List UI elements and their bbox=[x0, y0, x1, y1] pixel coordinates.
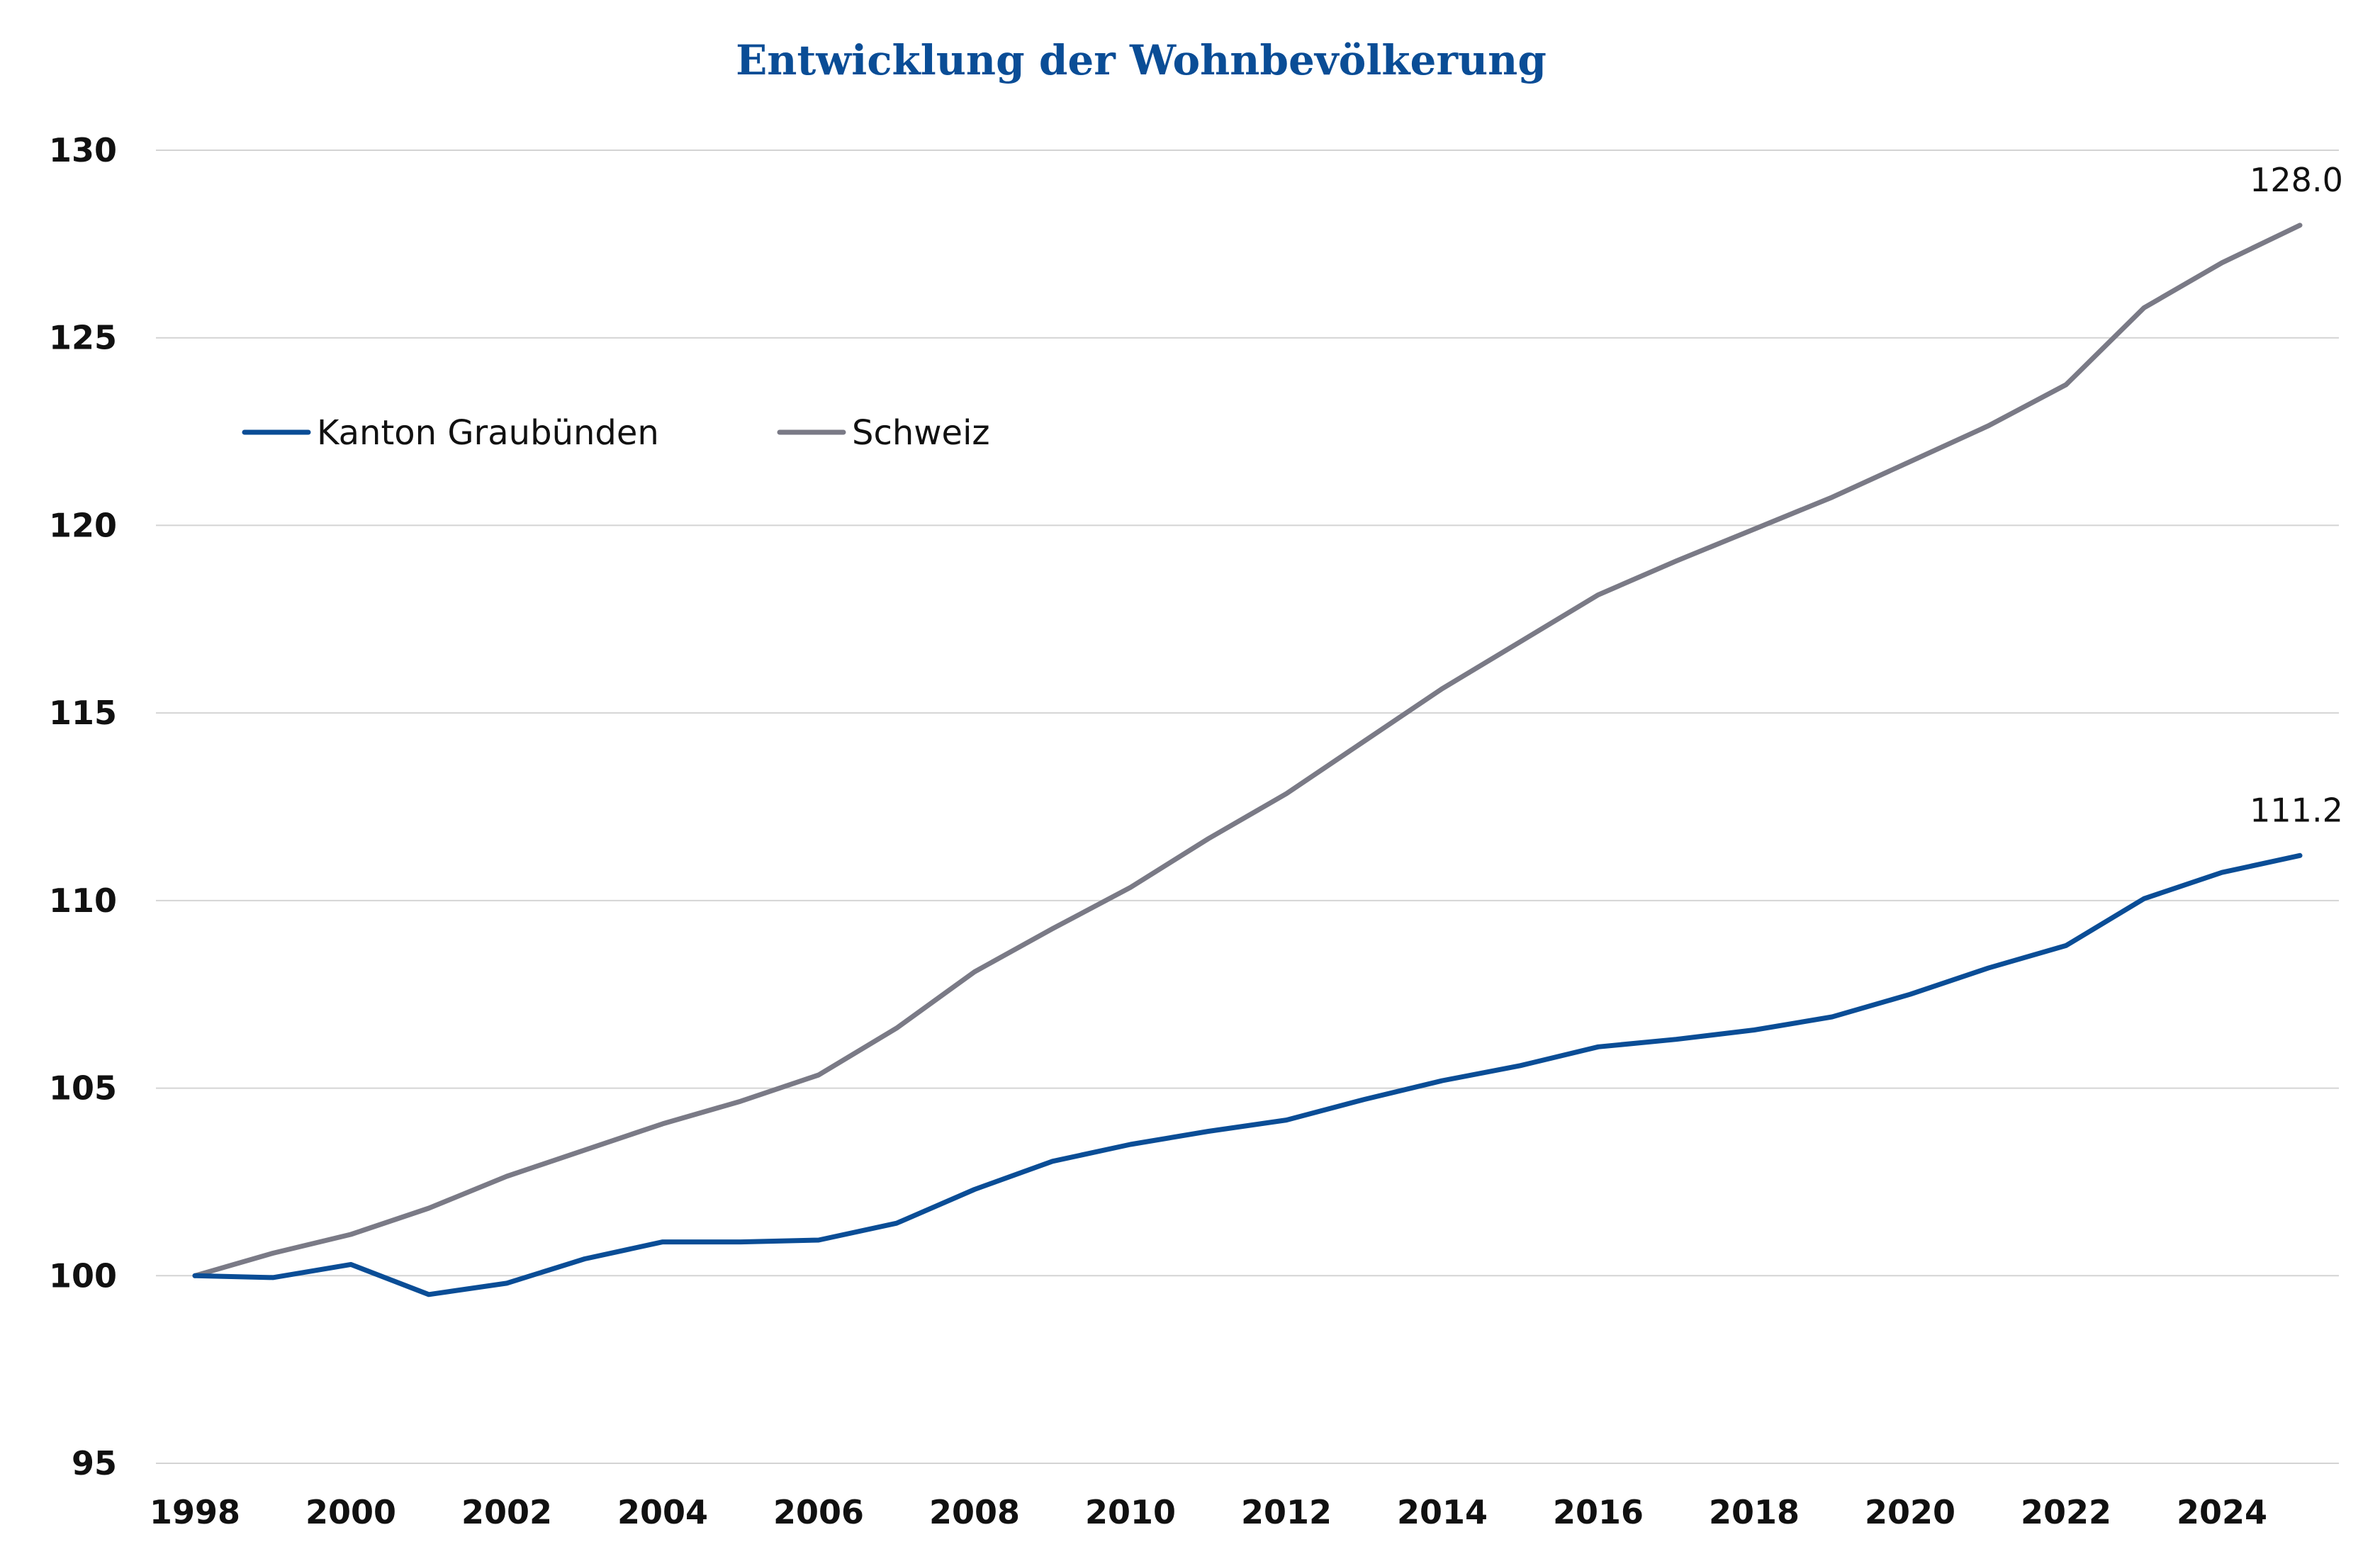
y-tick-label: 120 bbox=[49, 506, 117, 544]
x-tick-label: 2000 bbox=[305, 1493, 396, 1531]
x-tick-label: 2004 bbox=[617, 1493, 708, 1531]
x-tick-label: 2002 bbox=[461, 1493, 552, 1531]
series-end-labels: 111.2 128.0 bbox=[2250, 161, 2343, 829]
chart-title: Entwicklung der Wohnbevölkerung bbox=[736, 36, 1547, 84]
y-tick-label: 105 bbox=[49, 1069, 117, 1108]
x-tick-label: 2016 bbox=[1553, 1493, 1644, 1531]
legend: Kanton Graubünden Schweiz bbox=[242, 413, 990, 453]
x-tick-label: 2020 bbox=[1865, 1493, 1955, 1531]
x-tick-label: 2018 bbox=[1709, 1493, 1800, 1531]
y-axis-tick-labels: 95 100 105 110 115 120 125 130 bbox=[49, 131, 117, 1482]
legend-label: Kanton Graubünden bbox=[317, 413, 659, 453]
x-tick-label: 2006 bbox=[773, 1493, 864, 1531]
series-line-schweiz bbox=[192, 223, 2303, 1278]
series-end-label: 111.2 bbox=[2250, 791, 2343, 829]
x-tick-label: 2012 bbox=[1241, 1493, 1332, 1531]
x-tick-label: 2014 bbox=[1397, 1493, 1488, 1531]
x-tick-label: 2024 bbox=[2177, 1493, 2267, 1531]
gridlines bbox=[156, 150, 2339, 1464]
y-tick-label: 100 bbox=[49, 1256, 117, 1295]
y-tick-label: 130 bbox=[49, 131, 117, 169]
series-lines bbox=[192, 223, 2303, 1297]
y-tick-label: 95 bbox=[72, 1444, 117, 1482]
x-tick-label: 2010 bbox=[1085, 1493, 1176, 1531]
y-tick-label: 125 bbox=[49, 319, 117, 357]
y-tick-label: 115 bbox=[49, 694, 117, 732]
legend-label: Schweiz bbox=[852, 413, 990, 453]
x-axis-tick-labels: 1998 2000 2002 2004 2006 2008 2010 2012 2014 2016… bbox=[150, 1493, 2267, 1531]
x-tick-label: 2008 bbox=[929, 1493, 1020, 1531]
y-tick-label: 110 bbox=[49, 882, 117, 920]
series-end-label: 128.0 bbox=[2250, 161, 2343, 199]
x-tick-label: 2022 bbox=[2021, 1493, 2111, 1531]
x-tick-label: 1998 bbox=[150, 1493, 240, 1531]
series-line-graubuenden bbox=[192, 852, 2303, 1297]
